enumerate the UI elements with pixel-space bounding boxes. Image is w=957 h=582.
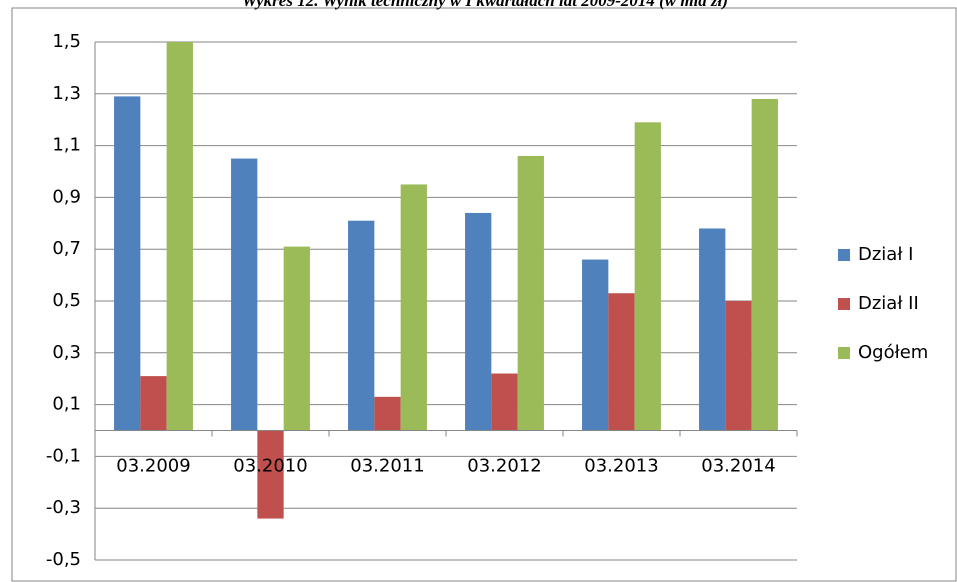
legend-label: Ogółem (858, 342, 928, 363)
bar (231, 158, 258, 431)
x-tick-label: 03.2012 (467, 456, 541, 477)
y-tick-label: 0,5 (52, 290, 81, 311)
y-tick-label: 1,3 (52, 83, 81, 104)
bar (283, 246, 310, 431)
bar (517, 155, 544, 431)
bar (374, 396, 401, 431)
x-tick-label: 03.2009 (116, 456, 190, 477)
legend-label: Dział I (858, 244, 914, 265)
x-tick-label: 03.2010 (233, 456, 307, 477)
bar (400, 184, 427, 431)
legend-label: Dział II (858, 293, 919, 314)
bar (491, 373, 518, 431)
y-tick-label: -0,5 (46, 549, 81, 570)
bar (465, 212, 492, 431)
bar (257, 430, 284, 519)
x-tick-label: 03.2011 (350, 456, 424, 477)
bar (751, 98, 778, 431)
bar (582, 259, 609, 431)
y-tick-label: 0,3 (52, 342, 81, 363)
bar (114, 96, 141, 431)
legend-swatch (838, 347, 850, 359)
bar (608, 293, 635, 431)
y-tick-label: 1,5 (52, 31, 81, 52)
y-tick-label: -0,3 (46, 497, 81, 518)
bar (634, 122, 661, 431)
y-tick-label: -0,1 (46, 445, 81, 466)
legend-swatch (838, 249, 850, 261)
legend-swatch (838, 298, 850, 310)
bar (725, 301, 752, 431)
bar (140, 376, 167, 431)
bar (348, 220, 375, 431)
x-tick-label: 03.2014 (701, 456, 775, 477)
y-tick-label: 0,9 (52, 186, 81, 207)
chart-frame (11, 7, 957, 582)
y-tick-label: 0,7 (52, 238, 81, 259)
y-tick-label: 1,1 (52, 135, 81, 156)
bar (699, 228, 726, 431)
bar (166, 42, 193, 431)
y-tick-label: 0,1 (52, 394, 81, 415)
x-tick-label: 03.2013 (584, 456, 658, 477)
chart-title: Wykres 12. Wynik techniczny w I kwartała… (242, 0, 728, 10)
